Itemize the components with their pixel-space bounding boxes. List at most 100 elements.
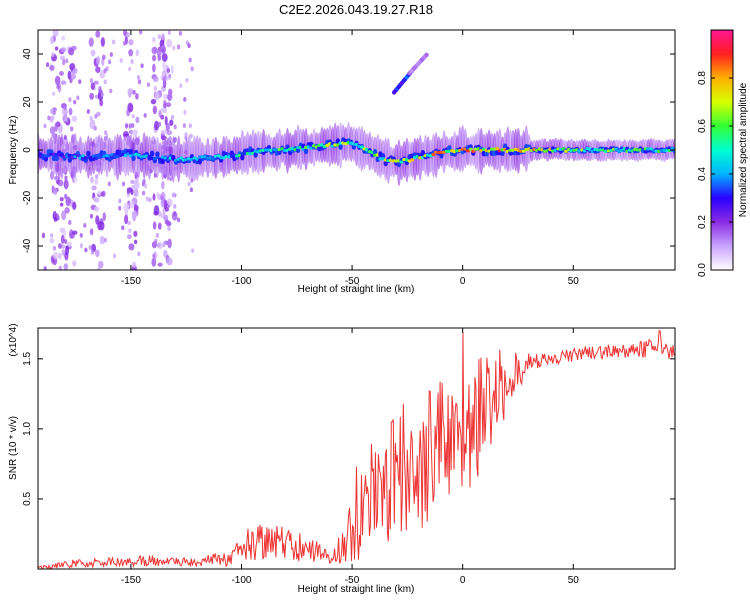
noise-speck	[130, 188, 134, 196]
noise-speck	[160, 195, 164, 201]
noise-speck	[58, 265, 63, 270]
ridge-core	[179, 156, 184, 160]
noise-speck	[59, 71, 64, 76]
noise-speck	[84, 247, 88, 253]
spectrogram-marks	[38, 52, 675, 187]
x-tick-label: -150	[121, 575, 141, 586]
noise-speck	[93, 80, 99, 85]
noise-speck	[166, 257, 173, 266]
noise-speck	[140, 63, 144, 69]
noise-speck	[173, 124, 177, 130]
noise-speck	[132, 261, 137, 268]
snr-panel: -150 -100 -50 0 50 0.5 1.0 1.5 Height of strai…	[8, 323, 676, 595]
ridge-band	[155, 151, 160, 158]
x-tick-label: 50	[568, 575, 580, 586]
snr-series-line	[38, 330, 675, 569]
noise-speck	[86, 109, 90, 114]
noise-speck	[104, 130, 108, 136]
noise-speck	[63, 179, 69, 190]
noise-speck	[131, 114, 135, 119]
noise-speck	[128, 129, 133, 135]
noise-speck	[112, 39, 116, 45]
noise-speck	[53, 217, 58, 222]
noise-speck	[89, 228, 94, 236]
noise-speck	[59, 202, 64, 207]
noise-speck	[162, 76, 166, 82]
noise-speck	[123, 202, 130, 213]
colorbar-ticks: 0.0 0.2 0.4 0.6 0.8	[697, 71, 733, 277]
ridge-band	[447, 145, 452, 152]
ridge-core	[171, 156, 176, 160]
noise-speck	[152, 193, 156, 201]
noise-speck	[61, 249, 66, 256]
ridge-core	[216, 154, 221, 158]
noise-speck	[49, 237, 55, 244]
noise-speck	[161, 48, 165, 53]
noise-speck	[88, 37, 94, 47]
ridge-core	[495, 147, 500, 151]
noise-speck	[59, 55, 66, 61]
noise-speck	[65, 196, 71, 207]
noise-speck	[78, 79, 82, 85]
noise-speck	[51, 115, 55, 121]
noise-speck	[133, 188, 139, 198]
ridge-band	[43, 155, 49, 162]
noise-speck	[103, 237, 108, 243]
x-tick-label: 0	[460, 276, 466, 287]
noise-speck	[178, 30, 183, 36]
x-tick-label: -50	[345, 575, 360, 586]
noise-speck	[52, 245, 57, 251]
ridge-core	[59, 153, 64, 157]
noise-speck	[61, 108, 67, 116]
y-tick-label: -40	[22, 238, 33, 253]
noise-speck	[157, 34, 162, 40]
ridge-core	[471, 149, 476, 153]
noise-speck	[170, 114, 175, 120]
noise-speck	[191, 248, 195, 254]
noise-speck	[184, 132, 188, 137]
y-tick-label: 20	[22, 96, 33, 108]
noise-speck	[76, 95, 80, 101]
noise-speck	[162, 242, 166, 248]
noise-speck	[157, 262, 163, 267]
colorbar-tick-label: 0.2	[697, 215, 708, 229]
spectrogram-x-axis: -150 -100 -50 0 50	[121, 30, 579, 287]
noise-speck	[79, 232, 83, 238]
x-tick-label: 50	[568, 276, 580, 287]
noise-speck	[166, 39, 173, 48]
streak-mark	[424, 52, 429, 57]
ridge-band	[240, 154, 245, 161]
noise-speck	[83, 222, 87, 228]
noise-speck	[89, 213, 94, 219]
noise-speck	[93, 197, 100, 203]
noise-speck	[61, 229, 67, 237]
noise-speck	[128, 66, 132, 72]
noise-speck	[160, 180, 165, 190]
noise-speck	[135, 205, 139, 211]
noise-speck	[131, 184, 135, 190]
colorbar: 0.0 0.2 0.4 0.6 0.8 Normalized spectral ampl…	[697, 29, 749, 277]
noise-speck	[130, 59, 134, 64]
noise-speck	[188, 123, 192, 129]
noise-speck	[60, 80, 67, 85]
noise-speck	[123, 30, 127, 37]
noise-speck	[131, 123, 135, 128]
noise-speck	[54, 46, 59, 51]
noise-speck	[151, 46, 158, 55]
noise-speck	[160, 114, 165, 120]
noise-speck	[90, 249, 95, 255]
noise-speck	[128, 49, 134, 57]
y-tick-label: 1.5	[22, 351, 33, 365]
noise-speck	[52, 187, 58, 195]
noise-speck	[94, 113, 98, 119]
noise-speck	[127, 102, 134, 113]
noise-speck	[148, 197, 152, 203]
noise-speck	[156, 191, 160, 199]
noise-speck	[125, 123, 129, 129]
noise-speck	[89, 119, 96, 130]
colorbar-tick-label: 0.0	[697, 263, 708, 277]
noise-speck	[173, 203, 177, 209]
noise-speck	[151, 257, 157, 267]
noise-speck	[156, 243, 161, 248]
noise-speck	[72, 260, 77, 267]
